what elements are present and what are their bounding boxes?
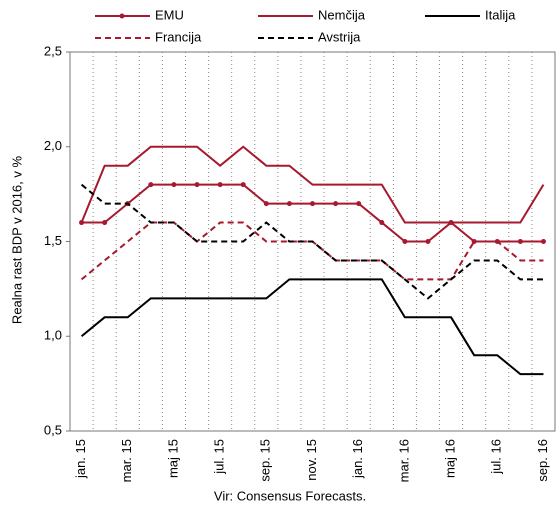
series-line: [81, 183, 544, 243]
legend-label: EMU: [155, 7, 184, 22]
series-marker: [402, 239, 408, 244]
y-tick-label: 1,5: [44, 233, 62, 248]
x-tick-label: sep. 15: [258, 439, 273, 482]
legend-label: Francija: [155, 29, 202, 44]
x-tick-label: nov. 15: [304, 439, 319, 481]
x-tick-label: mar. 16: [396, 439, 411, 482]
legend-label: Avstrija: [318, 29, 361, 44]
y-tick-label: 2,0: [44, 138, 62, 153]
source: Vir: Consensus Forecasts.: [214, 488, 366, 503]
y-axis-label: Realna rast BDP v 2016, v %: [9, 155, 24, 324]
legend-marker: [119, 13, 125, 19]
series-line: [80, 145, 545, 224]
x-tick-label: mar. 15: [119, 439, 134, 482]
y-tick-label: 0,5: [44, 422, 62, 437]
x-tick-label: jul. 16: [489, 439, 504, 475]
series-marker: [240, 182, 246, 188]
x-tick-label: jan. 15: [73, 439, 88, 479]
series-marker: [310, 201, 315, 207]
series-marker: [148, 182, 154, 188]
legend-label: Italija: [485, 7, 516, 22]
series-marker: [286, 201, 292, 207]
series-line: [80, 278, 544, 376]
x-tick-label: maj 16: [443, 439, 458, 478]
series-marker: [517, 239, 523, 244]
series-marker: [263, 201, 269, 207]
y-tick-label: 1,0: [44, 328, 62, 343]
series-marker: [471, 239, 477, 244]
x-tick-label: jul. 15: [212, 439, 227, 475]
x-tick-label: sep. 16: [535, 439, 550, 482]
x-tick-label: maj 15: [165, 439, 180, 478]
legend-label: Nemčija: [318, 7, 366, 22]
series-marker: [333, 201, 339, 207]
series-marker: [540, 239, 546, 244]
series-marker: [171, 182, 177, 188]
series-line: [80, 221, 544, 281]
series-marker: [194, 182, 200, 188]
series-marker: [217, 182, 223, 188]
series-line: [80, 183, 544, 300]
series-marker: [379, 220, 385, 226]
y-tick-label: 2,5: [44, 43, 62, 58]
series-marker: [356, 201, 362, 207]
x-tick-label: jan. 16: [350, 439, 365, 479]
series-marker: [425, 239, 431, 244]
series-marker: [102, 220, 108, 226]
